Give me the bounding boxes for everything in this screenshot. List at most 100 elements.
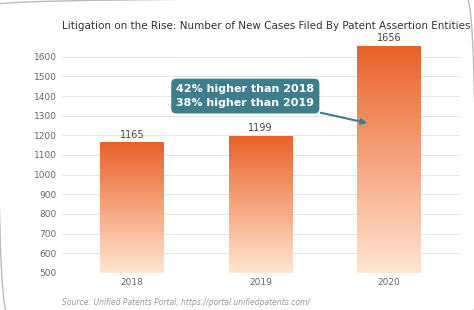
- Bar: [357, 239, 421, 240]
- Bar: [100, 259, 164, 260]
- Bar: [357, 199, 421, 200]
- Bar: [100, 197, 164, 198]
- Bar: [100, 219, 164, 220]
- Bar: [357, 221, 421, 222]
- Bar: [100, 242, 164, 243]
- Bar: [228, 205, 293, 206]
- Bar: [228, 272, 293, 273]
- Bar: [228, 266, 293, 267]
- Bar: [228, 140, 293, 141]
- Bar: [228, 203, 293, 204]
- Bar: [357, 49, 421, 50]
- Bar: [228, 166, 293, 167]
- Bar: [228, 253, 293, 254]
- Bar: [357, 173, 421, 174]
- Bar: [357, 181, 421, 182]
- Bar: [100, 225, 164, 226]
- Bar: [228, 178, 293, 179]
- Bar: [228, 222, 293, 223]
- Bar: [100, 200, 164, 201]
- Bar: [100, 262, 164, 263]
- Bar: [100, 169, 164, 170]
- Bar: [357, 131, 421, 132]
- Bar: [357, 128, 421, 129]
- Bar: [357, 242, 421, 243]
- Bar: [357, 144, 421, 145]
- Bar: [100, 156, 164, 157]
- Bar: [100, 177, 164, 178]
- Bar: [357, 101, 421, 102]
- Bar: [357, 57, 421, 58]
- Bar: [100, 198, 164, 199]
- Bar: [228, 153, 293, 154]
- Bar: [357, 169, 421, 170]
- Bar: [357, 98, 421, 99]
- Bar: [228, 207, 293, 208]
- Bar: [228, 231, 293, 232]
- Bar: [357, 94, 421, 95]
- Bar: [357, 47, 421, 48]
- Bar: [100, 263, 164, 264]
- Bar: [357, 70, 421, 71]
- Bar: [100, 170, 164, 171]
- Bar: [357, 148, 421, 149]
- Text: Litigation on the Rise: Number of New Cases Filed By Patent Assertion Entities (: Litigation on the Rise: Number of New Ca…: [62, 21, 474, 31]
- Bar: [228, 232, 293, 233]
- Bar: [228, 219, 293, 220]
- Bar: [357, 160, 421, 161]
- Bar: [357, 271, 421, 272]
- Bar: [100, 185, 164, 186]
- Bar: [228, 271, 293, 272]
- Bar: [228, 160, 293, 161]
- Bar: [100, 144, 164, 145]
- Bar: [357, 143, 421, 144]
- Bar: [357, 186, 421, 187]
- Bar: [357, 122, 421, 123]
- Bar: [100, 182, 164, 183]
- Bar: [228, 182, 293, 183]
- Bar: [100, 192, 164, 193]
- Bar: [357, 270, 421, 271]
- Bar: [228, 233, 293, 234]
- Bar: [357, 245, 421, 246]
- Bar: [357, 194, 421, 195]
- Bar: [357, 66, 421, 67]
- Bar: [357, 77, 421, 78]
- Bar: [228, 183, 293, 184]
- Bar: [100, 254, 164, 255]
- Bar: [100, 206, 164, 207]
- Bar: [100, 149, 164, 150]
- Bar: [357, 201, 421, 202]
- Bar: [357, 252, 421, 253]
- Bar: [357, 156, 421, 157]
- Bar: [228, 264, 293, 265]
- Bar: [100, 258, 164, 259]
- Bar: [357, 228, 421, 229]
- Bar: [228, 184, 293, 185]
- Bar: [100, 171, 164, 172]
- Bar: [228, 269, 293, 270]
- Bar: [357, 109, 421, 110]
- Bar: [357, 76, 421, 77]
- Bar: [357, 249, 421, 250]
- Bar: [100, 143, 164, 144]
- Bar: [100, 237, 164, 238]
- Bar: [100, 257, 164, 258]
- Bar: [228, 244, 293, 245]
- Bar: [228, 143, 293, 144]
- Bar: [228, 210, 293, 211]
- Bar: [357, 158, 421, 159]
- Bar: [357, 253, 421, 254]
- Bar: [357, 183, 421, 184]
- Bar: [100, 234, 164, 235]
- Bar: [100, 241, 164, 242]
- Bar: [357, 96, 421, 97]
- Bar: [100, 208, 164, 209]
- Bar: [357, 92, 421, 93]
- Bar: [100, 213, 164, 214]
- Bar: [357, 209, 421, 210]
- Bar: [228, 262, 293, 263]
- Bar: [357, 142, 421, 143]
- Bar: [357, 164, 421, 165]
- Bar: [357, 155, 421, 156]
